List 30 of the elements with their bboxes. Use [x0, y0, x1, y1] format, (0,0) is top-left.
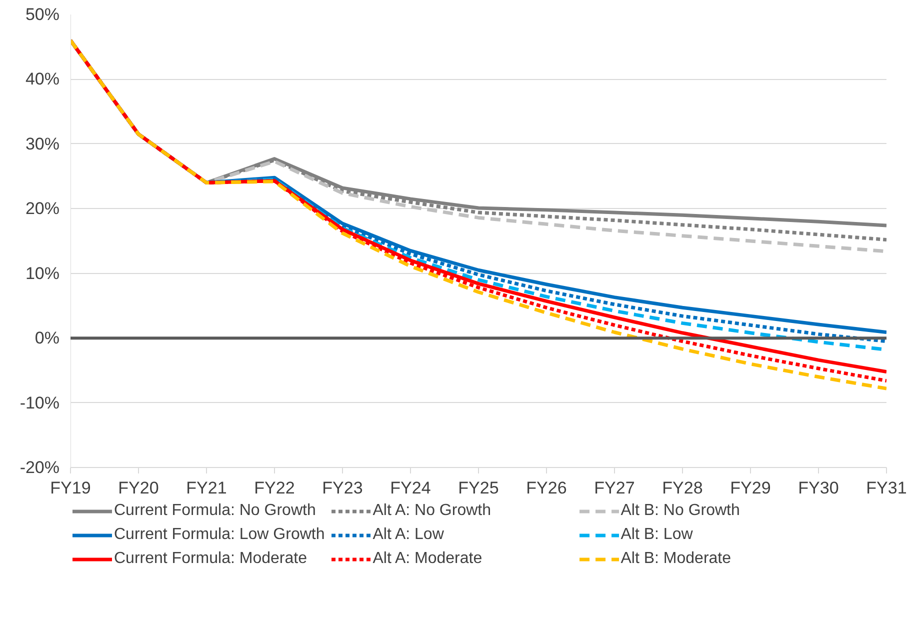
x-tick-label: FY31 [866, 478, 907, 498]
x-tick-label: FY19 [50, 478, 91, 498]
x-tick-label: FY25 [458, 478, 499, 498]
x-tick-label: FY24 [390, 478, 431, 498]
x-tick-label: FY21 [186, 478, 227, 498]
legend-label: Current Formula: No Growth [114, 502, 316, 520]
y-tick-label: 0% [34, 328, 60, 348]
legend-label: Alt B: No Growth [620, 502, 741, 520]
x-tick-label: FY20 [118, 478, 159, 498]
y-tick-label: 40% [25, 70, 60, 89]
y-tick-label: 30% [25, 134, 60, 154]
x-tick-label: FY29 [730, 478, 771, 498]
legend-label: Alt A: Low [372, 526, 445, 544]
y-tick-label: 50% [25, 5, 60, 24]
y-tick-label: -20% [20, 458, 60, 477]
x-tick-label: FY27 [594, 478, 635, 498]
x-tick-label: FY22 [254, 478, 295, 498]
legend-label: Current Formula: Moderate [114, 550, 308, 568]
legend-label: Current Formula: Low Growth [114, 526, 325, 544]
legend-label: Alt A: Moderate [372, 550, 484, 568]
legend-label: Alt B: Moderate [620, 550, 732, 568]
x-tick-label: FY26 [526, 478, 567, 498]
x-tick-label: FY23 [322, 478, 363, 498]
legend-label: Alt A: No Growth [372, 502, 492, 520]
y-tick-label: -10% [20, 393, 60, 412]
x-tick-label: FY28 [662, 478, 703, 498]
legend-label: Alt B: Low [620, 526, 694, 544]
y-tick-label: 10% [25, 264, 60, 283]
x-tick-label: FY30 [798, 478, 839, 498]
y-tick-label: 20% [25, 199, 60, 218]
